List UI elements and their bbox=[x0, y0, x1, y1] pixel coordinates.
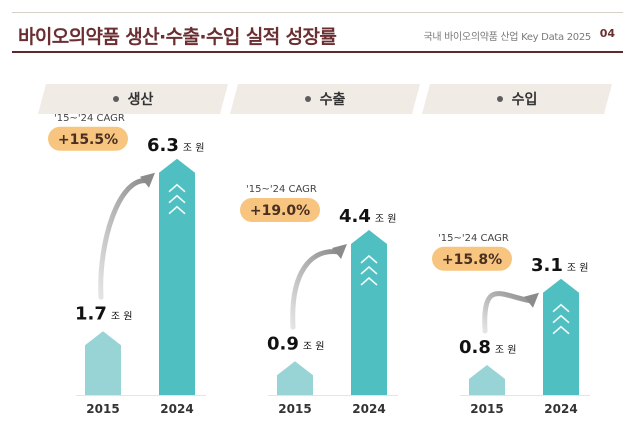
chevron-up-icon bbox=[360, 254, 378, 264]
panel-production: 생산 2015 2024 1.7 조 원 6.3 조 원 '15~'24 CAGR +15.5… bbox=[38, 84, 228, 414]
category-label-2015: 2015 bbox=[470, 402, 503, 414]
category-label-2024: 2024 bbox=[544, 402, 577, 414]
chart-import: 2015 2024 0.8 조 원 3.1 조 원 '15~'24 CAGR +15.8% bbox=[432, 233, 590, 414]
source-label: 국내 바이오의약품 산업 Key Data 2025 bbox=[423, 32, 591, 43]
chart-export: 2015 2024 0.9 조 원 4.4 조 원 '15~'24 CAGR +19.0% bbox=[240, 184, 398, 414]
chevron-up-icon bbox=[552, 325, 570, 335]
growth-arrow bbox=[98, 178, 150, 300]
panel-title-export: 수출 bbox=[319, 92, 346, 108]
cagr-value: +15.8% bbox=[442, 252, 502, 268]
page-number: 04 bbox=[599, 27, 615, 40]
title-rule bbox=[12, 51, 623, 53]
cagr-label: '15~'24 CAGR bbox=[438, 233, 509, 244]
cagr-badge bbox=[48, 126, 128, 151]
bar-2015 bbox=[277, 361, 313, 395]
value-label-2015: 1.7 조 원 bbox=[75, 303, 132, 324]
arrow-head-icon bbox=[332, 244, 347, 259]
panel-header-export: 수출 bbox=[230, 84, 420, 114]
cagr-value: +19.0% bbox=[250, 203, 310, 219]
value-label-2024: 6.3 조 원 bbox=[147, 135, 204, 156]
title-rule-top bbox=[12, 12, 623, 13]
cagr-badge bbox=[240, 198, 320, 222]
cagr-badge bbox=[432, 246, 512, 271]
cagr-value: +15.5% bbox=[58, 132, 118, 148]
value-label-2024: 3.1 조 원 bbox=[531, 255, 588, 276]
chart-production: 2015 2024 1.7 조 원 6.3 조 원 '15~'24 CAGR +15.5% bbox=[48, 113, 206, 414]
bar-2024 bbox=[159, 158, 195, 395]
value-label-2015: 0.8 조 원 bbox=[459, 337, 516, 358]
panel-header-import: 수입 bbox=[422, 84, 612, 114]
chevron-up-icon bbox=[360, 276, 378, 286]
value-label-2024: 4.4 조 원 bbox=[339, 206, 396, 227]
panel-header-production: 생산 bbox=[38, 84, 228, 114]
category-label-2024: 2024 bbox=[352, 402, 385, 414]
arrow-head-icon bbox=[524, 292, 539, 308]
panel-title-production: 생산 bbox=[127, 92, 154, 108]
chevron-up-icon bbox=[552, 303, 570, 313]
bar-2024 bbox=[351, 230, 387, 395]
bullet-icon bbox=[113, 96, 119, 102]
chevron-up-icon bbox=[360, 265, 378, 275]
panel-title-import: 수입 bbox=[511, 92, 538, 108]
category-label-2015: 2015 bbox=[278, 402, 311, 414]
chevron-up-icon bbox=[552, 314, 570, 324]
chevron-up-icon bbox=[168, 194, 186, 204]
category-label-2024: 2024 bbox=[160, 402, 193, 414]
panel-export: 수출 2015 2024 0.9 조 원 4.4 조 원 '15~'24 CAGR +19.0… bbox=[230, 84, 420, 414]
growth-arrow bbox=[290, 249, 342, 330]
category-label-2015: 2015 bbox=[86, 402, 119, 414]
growth-arrow bbox=[482, 291, 534, 334]
cagr-label: '15~'24 CAGR bbox=[246, 184, 317, 195]
panel-import: 수입 2015 2024 0.8 조 원 3.1 조 원 '15~'24 CAGR +15.8… bbox=[422, 84, 612, 414]
bar-2024 bbox=[543, 278, 579, 395]
chevron-up-icon bbox=[168, 205, 186, 215]
value-label-2015: 0.9 조 원 bbox=[267, 333, 324, 354]
bar-2015 bbox=[85, 331, 121, 395]
bullet-icon bbox=[497, 96, 503, 102]
bar-2015 bbox=[469, 365, 505, 395]
chevron-up-icon bbox=[168, 183, 186, 193]
cagr-label: '15~'24 CAGR bbox=[54, 113, 125, 124]
page-title: 바이오의약품 생산·수출·수입 실적 성장률 bbox=[18, 26, 337, 48]
bullet-icon bbox=[305, 96, 311, 102]
arrow-head-icon bbox=[140, 172, 155, 188]
